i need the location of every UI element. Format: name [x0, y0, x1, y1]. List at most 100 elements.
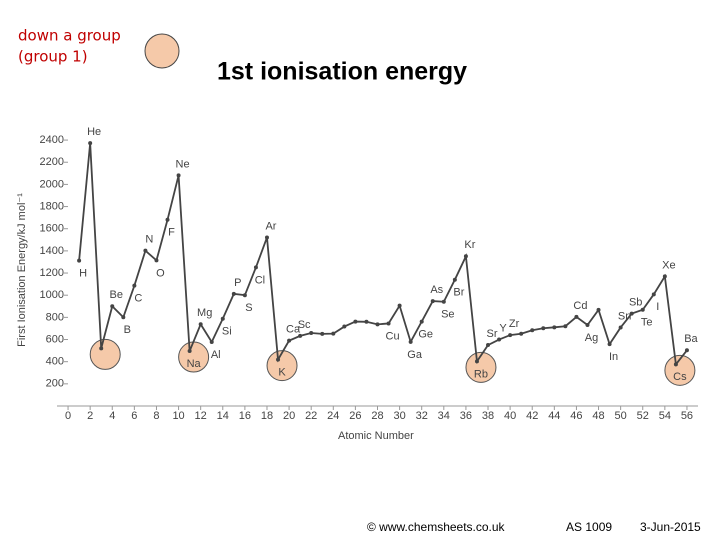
point-label: N	[145, 234, 153, 246]
x-tick-label: 40	[504, 410, 516, 422]
data-point	[132, 283, 137, 288]
point-label: Zr	[509, 318, 520, 330]
data-point	[209, 339, 214, 344]
point-label: P	[234, 277, 241, 289]
data-point	[497, 337, 502, 342]
x-tick-label: 38	[482, 410, 494, 422]
y-tick-label: 2400	[40, 134, 64, 146]
data-point	[176, 173, 181, 178]
x-tick-label: 4	[109, 410, 115, 422]
point-label: Kr	[464, 239, 475, 251]
data-point	[397, 303, 402, 308]
data-point	[220, 316, 225, 321]
x-tick-label: 14	[217, 410, 229, 422]
data-point	[242, 293, 247, 298]
data-point	[629, 311, 634, 316]
data-point	[187, 349, 192, 354]
x-tick-label: 6	[131, 410, 137, 422]
point-label: Sc	[298, 319, 311, 331]
data-point	[552, 325, 557, 330]
x-tick-label: 56	[681, 410, 693, 422]
point-label: Te	[641, 317, 653, 329]
point-label: K	[278, 366, 286, 378]
x-tick-label: 12	[195, 410, 207, 422]
data-point	[640, 307, 645, 312]
point-label: O	[156, 267, 165, 279]
data-point	[607, 342, 612, 347]
y-tick-label: 1800	[40, 200, 64, 212]
data-point	[99, 346, 104, 351]
y-tick-label: 1000	[40, 289, 64, 301]
point-label: Se	[441, 309, 454, 321]
data-point	[563, 324, 568, 329]
point-label: Al	[211, 349, 221, 361]
note-line: (group 1)	[18, 48, 88, 66]
data-point	[165, 217, 170, 222]
point-label: Ar	[265, 220, 276, 232]
point-label: Y	[499, 322, 507, 334]
footer-code: AS 1009	[566, 520, 612, 534]
data-point	[541, 326, 546, 331]
y-tick-label: 2200	[40, 156, 64, 168]
data-point	[264, 235, 269, 240]
x-tick-label: 54	[659, 410, 671, 422]
x-tick-label: 28	[371, 410, 383, 422]
series-line	[78, 143, 688, 367]
point-label: Cd	[573, 300, 587, 312]
data-point	[519, 331, 524, 336]
data-point	[88, 141, 93, 146]
point-label: Be	[110, 289, 123, 301]
point-label: Ba	[684, 333, 698, 345]
data-point	[408, 339, 413, 344]
x-tick-label: 42	[526, 410, 538, 422]
footer-date: 3-Jun-2015	[640, 520, 701, 534]
data-point	[508, 333, 513, 338]
point-label: I	[656, 301, 659, 313]
slide-title: 1st ionisation energy	[217, 58, 467, 86]
x-tick-label: 48	[592, 410, 604, 422]
y-tick-label: 2000	[40, 178, 64, 190]
y-tick-label: 1400	[40, 245, 64, 257]
y-tick-label: 1200	[40, 267, 64, 279]
highlight-circle	[664, 354, 696, 386]
y-axis-label: First Ionisation Energy/kJ mol⁻¹	[16, 193, 28, 347]
data-point	[375, 322, 380, 327]
data-point	[253, 265, 258, 270]
data-point	[364, 319, 369, 324]
point-label: Ne	[176, 158, 190, 170]
x-tick-label: 22	[305, 410, 317, 422]
data-point	[298, 333, 303, 338]
x-tick-label: 16	[239, 410, 251, 422]
x-tick-label: 10	[172, 410, 184, 422]
data-point	[662, 274, 667, 279]
x-tick-label: 32	[416, 410, 428, 422]
point-label: B	[124, 324, 131, 336]
point-label: Rb	[474, 368, 488, 380]
highlight-circle	[266, 350, 298, 382]
data-point	[353, 319, 358, 324]
point-label: Cl	[255, 274, 265, 286]
data-point	[596, 307, 601, 312]
y-tick-label: 600	[46, 333, 64, 345]
data-point	[618, 325, 623, 330]
data-point	[331, 331, 336, 336]
point-label: Br	[453, 287, 464, 299]
x-tick-label: 18	[261, 410, 273, 422]
x-tick-label: 46	[570, 410, 582, 422]
x-tick-label: 50	[615, 410, 627, 422]
data-point	[430, 299, 435, 304]
footer-copyright: © www.chemsheets.co.uk	[367, 520, 506, 534]
y-tick-label: 800	[46, 311, 64, 323]
y-tick-label: 200	[46, 378, 64, 390]
data-point	[452, 277, 457, 282]
point-label: Si	[222, 326, 232, 338]
x-tick-label: 36	[460, 410, 472, 422]
data-point	[530, 328, 535, 333]
data-point	[673, 362, 678, 367]
data-point	[154, 258, 159, 263]
highlight-circle	[465, 351, 497, 383]
data-point	[651, 292, 656, 297]
data-point	[143, 248, 148, 253]
point-label: Xe	[662, 259, 675, 271]
